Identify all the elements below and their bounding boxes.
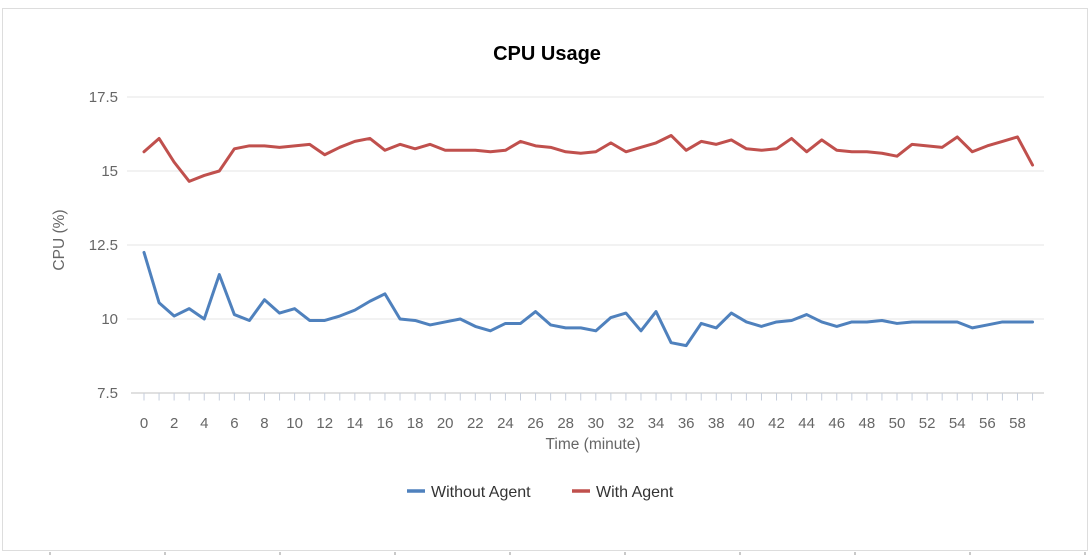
x-tick-label: 56 <box>979 415 996 432</box>
next-card-top-edge <box>0 552 1091 555</box>
x-tick-label: 10 <box>286 415 303 432</box>
x-tick-label: 30 <box>587 415 604 432</box>
x-tick-label: 38 <box>708 415 725 432</box>
x-tick-label: 50 <box>889 415 906 432</box>
legend-label-with-agent: With Agent <box>596 484 674 501</box>
y-tick-label: 15 <box>101 163 118 180</box>
x-tick-label: 22 <box>467 415 484 432</box>
y-tick-label: 10 <box>101 311 118 328</box>
x-tick-label: 6 <box>230 415 238 432</box>
x-axis-title: Time (minute) <box>545 436 640 453</box>
series-line-without-agent <box>142 250 1035 348</box>
legend-label-without-agent: Without Agent <box>431 484 531 501</box>
series-line-with-agent <box>142 133 1035 183</box>
x-tick-label: 40 <box>738 415 755 432</box>
x-tick-label: 14 <box>346 415 363 432</box>
legend-item-without-agent[interactable]: Without Agent <box>407 484 531 501</box>
x-tick-marks <box>143 393 1034 401</box>
x-tick-label: 36 <box>678 415 695 432</box>
x-tick-label: 42 <box>768 415 785 432</box>
x-tick-label: 48 <box>859 415 876 432</box>
x-tick-label: 0 <box>140 415 148 432</box>
x-tick-label: 2 <box>170 415 178 432</box>
x-tick-label: 34 <box>648 415 665 432</box>
x-tick-label: 12 <box>316 415 333 432</box>
y-tick-label: 17.5 <box>89 89 118 106</box>
x-tick-label: 4 <box>200 415 208 432</box>
x-tick-label: 44 <box>798 415 815 432</box>
y-axis-title: CPU (%) <box>51 209 68 270</box>
legend: Without Agent With Agent <box>407 484 674 501</box>
chart-card <box>2 8 1088 551</box>
x-tick-label: 58 <box>1009 415 1026 432</box>
x-tick-label: 20 <box>437 415 454 432</box>
y-tick-label: 7.5 <box>97 385 118 402</box>
x-tick-label: 32 <box>618 415 635 432</box>
x-tick-label: 26 <box>527 415 544 432</box>
x-tick-label: 46 <box>828 415 845 432</box>
x-tick-label: 18 <box>407 415 424 432</box>
x-tick-labels: 0 2 4 6 8 10 12 14 16 18 20 22 24 26 28 30 32 34 36 38 40 42 4… <box>140 415 1026 432</box>
chart-title: CPU Usage <box>493 43 601 65</box>
x-tick-label: 24 <box>497 415 514 432</box>
x-tick-label: 16 <box>377 415 394 432</box>
gridlines <box>127 96 1044 320</box>
x-tick-label: 8 <box>260 415 268 432</box>
legend-item-with-agent[interactable]: With Agent <box>572 484 674 501</box>
x-tick-label: 28 <box>557 415 574 432</box>
x-tick-label: 54 <box>949 415 966 432</box>
y-tick-labels: 7.5 10 12.5 15 17.5 <box>89 89 118 402</box>
y-tick-label: 12.5 <box>89 237 118 254</box>
series-lines <box>142 133 1035 348</box>
x-tick-label: 52 <box>919 415 936 432</box>
